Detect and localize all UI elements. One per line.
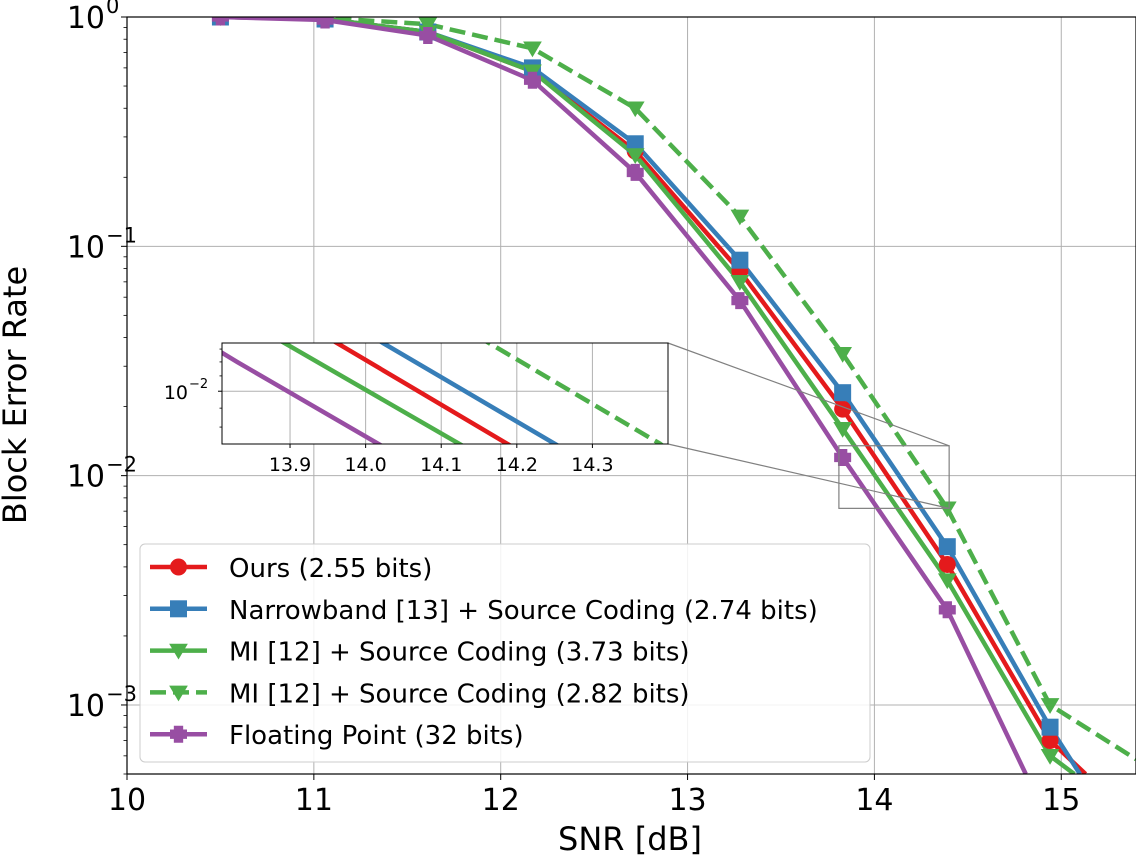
data-point-marker xyxy=(1040,698,1060,714)
zoom-connector xyxy=(667,342,950,447)
inset-frame xyxy=(221,342,669,445)
data-point-marker xyxy=(170,558,187,576)
data-point-marker xyxy=(169,685,188,702)
data-point-marker xyxy=(731,292,749,310)
data-point-marker xyxy=(834,384,852,402)
data-point-marker xyxy=(1041,718,1059,736)
y-tick-label: 10 xyxy=(67,230,105,265)
zoom-indicator xyxy=(667,342,950,509)
series-line xyxy=(220,17,1136,762)
data-point-marker xyxy=(730,209,750,226)
x-axis-label: SNR [dB] xyxy=(558,820,702,855)
data-point-marker xyxy=(419,27,437,45)
data-point-marker xyxy=(1040,749,1060,765)
data-point-marker xyxy=(626,163,644,181)
x-tick-label: 14 xyxy=(855,783,893,818)
data-point-marker xyxy=(169,643,188,660)
x-tick-label: 12 xyxy=(482,783,520,818)
series-line xyxy=(220,17,1076,774)
data-point-marker xyxy=(937,573,957,590)
data-point-marker xyxy=(625,101,645,118)
data-point-marker xyxy=(523,71,541,89)
x-tick-label: 10 xyxy=(108,783,146,818)
data-point-marker xyxy=(170,725,187,743)
legend-entry-label: Floating Point (32 bits) xyxy=(229,721,524,751)
data-point-marker xyxy=(938,601,956,619)
inset-x-tick-label: 14.1 xyxy=(420,454,462,476)
legend-entry-label: MI [12] + Source Coding (2.82 bits) xyxy=(229,679,690,709)
y-tick-label: 10 xyxy=(67,460,105,495)
data-point-marker xyxy=(938,555,956,573)
data-point-marker xyxy=(833,422,852,438)
data-point-marker xyxy=(211,17,229,26)
data-point-marker xyxy=(625,148,645,164)
data-point-marker xyxy=(1041,731,1059,749)
inset-background xyxy=(222,343,668,444)
data-point-marker xyxy=(833,346,852,363)
legend-entry-label: Narrowband [13] + Source Coding (2.74 bi… xyxy=(229,596,818,626)
plot-frame xyxy=(126,16,1136,775)
y-tick-label: 10 xyxy=(67,689,105,724)
y-tick-label: 10 xyxy=(67,1,105,36)
data-point-marker xyxy=(316,17,334,29)
inset-y-tick-label: 10 xyxy=(164,382,188,404)
data-point-marker xyxy=(730,275,750,291)
inset-y-tick-exponent: −2 xyxy=(189,377,208,392)
x-tick-label: 15 xyxy=(1042,783,1080,818)
x-tick-label: 11 xyxy=(295,783,333,818)
data-point-marker xyxy=(731,251,749,269)
zoom-connector xyxy=(667,443,950,509)
legend-entry-label: MI [12] + Source Coding (3.73 bits) xyxy=(229,638,690,668)
legend-box xyxy=(139,543,871,763)
data-point-marker xyxy=(937,501,957,518)
inset-x-tick-label: 14.3 xyxy=(571,454,613,476)
y-axis-label: Block Error Rate xyxy=(0,266,34,524)
data-point-marker xyxy=(418,17,438,34)
legend-entry-label: Ours (2.55 bits) xyxy=(229,554,432,584)
inset-x-tick-label: 14.0 xyxy=(344,454,386,476)
y-tick-exponent: −3 xyxy=(106,682,137,706)
data-point-marker xyxy=(626,135,644,153)
y-tick-exponent: −1 xyxy=(106,223,137,247)
inset-x-tick-label: 13.9 xyxy=(269,454,311,476)
data-point-marker xyxy=(170,600,187,618)
inset-x-tick-label: 14.2 xyxy=(496,454,538,476)
zoom-region-box xyxy=(838,445,950,509)
x-axis-ticks: 10 11 12 13 14 15 xyxy=(108,774,1080,818)
x-tick-label: 13 xyxy=(668,783,706,818)
y-tick-exponent: −2 xyxy=(106,453,137,477)
y-tick-exponent: 0 xyxy=(106,0,119,18)
main-markers xyxy=(211,17,1060,765)
inset-ticks: 13.9 14.0 14.1 14.2 14.3 10 −2 xyxy=(164,348,614,476)
legend: Ours (2.55 bits) Narrowband [13] + Source… xyxy=(139,543,871,763)
data-point-marker xyxy=(938,538,956,556)
inset-grid xyxy=(222,343,668,444)
data-point-marker xyxy=(523,41,542,58)
